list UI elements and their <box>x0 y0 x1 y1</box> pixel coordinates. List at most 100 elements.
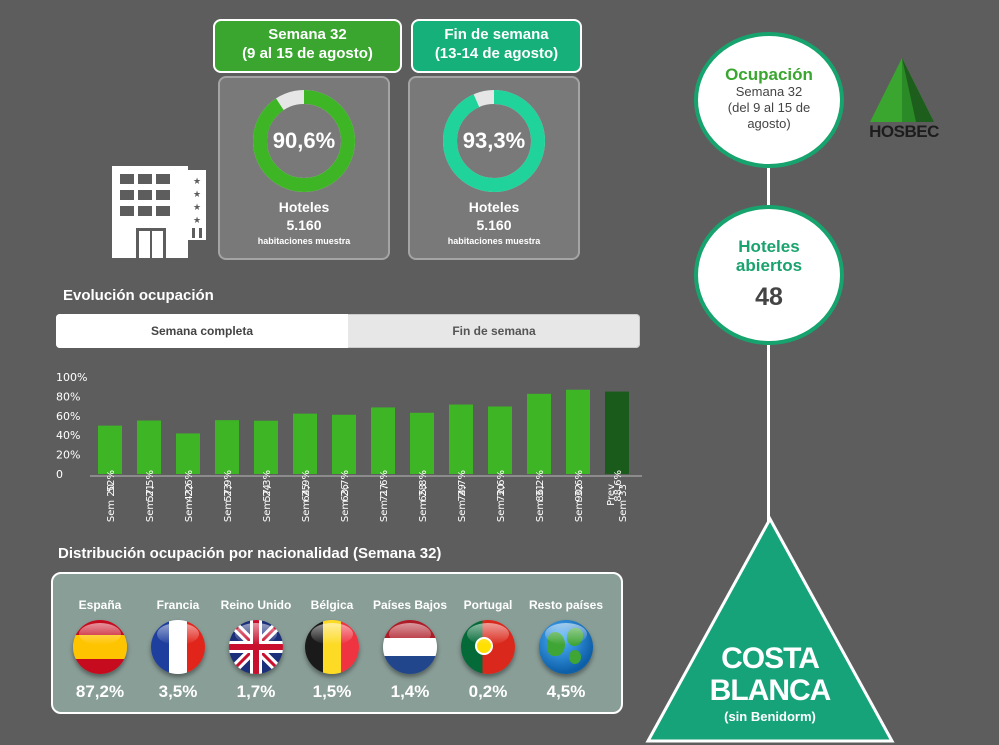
weekend-occupancy-card: 93,3% Hoteles 5.160 habitaciones muestra <box>408 76 580 260</box>
nationality-item-portugal: Portugal 0,2% <box>449 582 527 702</box>
nationality-item-france: Francia 3,5% <box>139 582 217 702</box>
x-tick-label: Sem 27 <box>379 484 390 522</box>
week-hotels-label: Hoteles <box>278 199 330 215</box>
portugal-flag-icon <box>461 620 515 674</box>
occupancy-title: Ocupación <box>725 65 813 84</box>
bar <box>215 420 239 474</box>
bar <box>293 413 317 474</box>
open-hotels-title-1: Hoteles <box>738 237 800 256</box>
x-tick-label: Sem 31 <box>535 484 546 522</box>
nationality-value: 4,5% <box>546 682 586 701</box>
week-occupancy-value: 90,6% <box>272 128 336 153</box>
globe-icon <box>539 620 593 674</box>
svg-text:★: ★ <box>193 215 201 225</box>
open-hotels-value: 48 <box>755 283 783 311</box>
y-tick-label: 60% <box>56 410 80 423</box>
bar <box>98 425 122 474</box>
week-rooms-count: 5.160 <box>286 217 322 233</box>
bar <box>449 404 473 474</box>
bar <box>410 412 434 474</box>
nationality-value: 3,5% <box>158 682 198 701</box>
nationality-value: 0,2% <box>468 682 508 701</box>
bar-value-label: 57,3% <box>262 470 273 502</box>
x-tick-label: Sem 28 <box>418 484 429 522</box>
svg-text:★: ★ <box>193 189 201 199</box>
weekend-occupancy-value: 93,3% <box>462 128 526 153</box>
nationality-item-uk: Reino Unido 1,7% <box>217 582 295 702</box>
x-tick-label: Sem 26 <box>340 484 351 522</box>
nationality-panel: España 87,2% Francia 3,5% Reino Unido 1,… <box>51 572 623 714</box>
week-donut <box>253 90 355 192</box>
x-tick-label: Sem 20 <box>106 484 117 522</box>
spain-flag-icon <box>73 620 127 674</box>
open-hotels-title-2: abiertos <box>735 256 803 275</box>
bar-value-label: 57,5% <box>145 470 156 502</box>
weekend-hotels-label: Hoteles <box>468 199 520 215</box>
x-tick-label: Sem 33 <box>618 484 629 522</box>
svg-text:★: ★ <box>193 176 201 186</box>
logo-text: HOSBEC <box>869 122 939 141</box>
nationality-item-spain: España 87,2% <box>61 582 139 702</box>
nationality-name: Bélgica <box>310 598 354 612</box>
nationality-title: Distribución ocupación por nacionalidad … <box>58 545 442 562</box>
evolution-bar-chart: 0 20% 40% 60% 80% 100% 52%Sem 20 57,5%Sem 21 43,… <box>56 371 642 522</box>
evolution-title: Evolución ocupación <box>63 287 214 304</box>
bar-value-label: 64,9% <box>301 470 312 502</box>
bar-value-label: 72,6% <box>496 470 507 502</box>
bar <box>137 420 161 474</box>
nationality-value: 1,5% <box>312 682 352 701</box>
week-occupancy-card: 90,6% Hoteles 5.160 habitaciones muestra <box>218 76 390 260</box>
connector-line <box>767 160 770 540</box>
x-tick-label: Sem 30 <box>496 484 507 522</box>
week-rooms-sublabel: habitaciones muestra <box>257 236 351 246</box>
bar-value-label: 71,6% <box>379 470 390 502</box>
nationality-value: 1,4% <box>390 682 430 701</box>
x-tick-label: Sem 23 <box>223 484 234 522</box>
hotel-building-icon: ★ ★ ★ ★ <box>112 166 206 258</box>
nationality-name: Resto países <box>528 598 604 612</box>
week-banner: Semana 32 (9 al 15 de agosto) <box>213 19 402 73</box>
bar-value-label: 52% <box>106 470 117 492</box>
bar <box>371 407 395 474</box>
weekend-banner: Fin de semana (13-14 de agosto) <box>411 19 582 73</box>
weekend-banner-dates: (13-14 de agosto) <box>434 45 559 62</box>
hosbec-logo <box>870 58 934 122</box>
nationality-name: España <box>78 598 122 612</box>
weekend-banner-title: Fin de semana <box>444 26 549 43</box>
y-tick-label: 40% <box>56 429 80 442</box>
uk-flag-icon <box>229 620 283 674</box>
nationality-name: Portugal <box>463 598 513 612</box>
weekend-rooms-sublabel: habitaciones muestra <box>447 236 541 246</box>
weekend-rooms-count: 5.160 <box>476 217 512 233</box>
open-hotels-circle: Hoteles abiertos 48 <box>694 205 844 345</box>
bar <box>566 389 590 474</box>
y-tick-label: 20% <box>56 449 80 462</box>
bar-value-label: 65,8% <box>418 470 429 502</box>
france-flag-icon <box>151 620 205 674</box>
tab-weekend[interactable]: Fin de semana <box>452 324 536 338</box>
region-name-1: COSTA <box>721 642 820 675</box>
nationality-item-netherlands: Países Bajos 1,4% <box>371 582 449 702</box>
nationality-value: 1,7% <box>236 682 276 701</box>
bar-value-label: 88,6% <box>613 470 624 502</box>
bar-value-label: 57,9% <box>223 470 234 502</box>
y-tick-label: 80% <box>56 390 80 403</box>
tab-full-week[interactable]: Semana completa <box>56 314 348 348</box>
y-tick-label: 0 <box>56 468 63 481</box>
x-tick-label: Sem 29 <box>457 484 468 522</box>
bar-value-label: 63,7% <box>340 470 351 502</box>
y-tick-label: 100% <box>56 371 87 384</box>
week-banner-title: Semana 32 <box>268 26 347 43</box>
bar-value-label: 86,2% <box>535 470 546 502</box>
evolution-tabs: Semana completa Fin de semana <box>56 314 640 348</box>
occupancy-dates-2: agosto) <box>747 116 791 131</box>
nationality-name: Francia <box>156 598 200 612</box>
netherlands-flag-icon <box>383 620 437 674</box>
region-name-2: BLANCA <box>709 674 832 707</box>
x-tick-label: Sem 22 <box>184 484 195 522</box>
nationality-name: Reino Unido <box>220 598 292 612</box>
occupancy-dates-1: (del 9 al 15 de <box>727 100 811 115</box>
occupancy-circle: Ocupación Semana 32 (del 9 al 15 de agos… <box>694 32 844 168</box>
nationality-name: Países Bajos <box>372 598 448 612</box>
nationality-value: 87,2% <box>75 682 125 701</box>
